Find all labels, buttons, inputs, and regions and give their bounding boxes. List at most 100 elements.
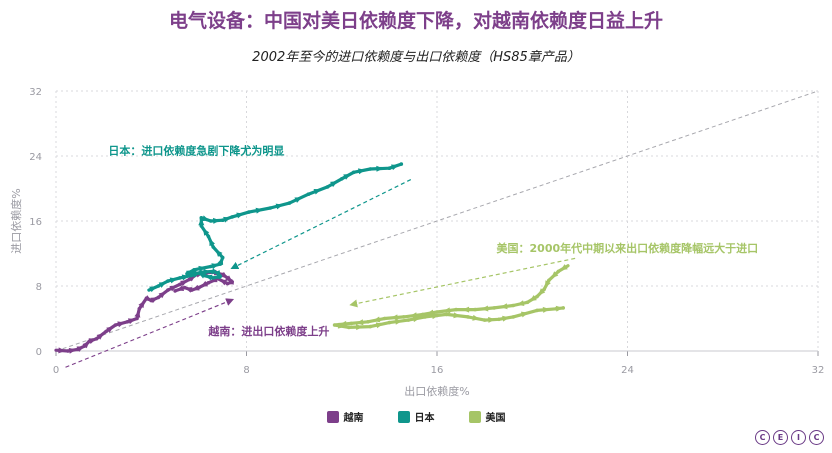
data-point-marker: [198, 265, 206, 272]
legend-swatch-japan: [397, 410, 410, 423]
data-point-marker: [431, 313, 440, 320]
data-point-marker: [201, 215, 210, 222]
data-point-marker: [538, 288, 546, 296]
data-point-marker: [529, 295, 537, 302]
data-point: [387, 320, 392, 325]
x-tick-label: 32: [812, 365, 825, 376]
data-point-marker: [376, 165, 384, 172]
annotation-text-vietnam: 越南：进出口依赖度上升: [207, 324, 329, 338]
annotation-text-usa: 美国：2000年代中期以来出口依赖度降幅远大于进口: [497, 241, 759, 255]
data-point: [206, 234, 211, 239]
data-point: [104, 329, 108, 334]
data-point-marker: [223, 216, 231, 223]
logo-letter: C: [755, 430, 770, 445]
chart-subtitle: 2002年至今的进口依赖度与出口依赖度（HS85章产品）: [252, 50, 580, 65]
data-point-marker: [82, 341, 90, 349]
data-point: [209, 264, 213, 269]
data-point-marker: [426, 309, 434, 316]
data-point-marker: [88, 338, 97, 344]
data-point-marker: [202, 228, 210, 236]
data-point-marker: [356, 319, 364, 326]
data-point-marker: [236, 212, 244, 219]
data-point-marker: [355, 324, 364, 331]
data-point-marker: [391, 164, 399, 171]
data-point: [225, 281, 230, 286]
data-point: [173, 289, 177, 293]
data-point: [387, 166, 392, 170]
data-point-marker: [149, 286, 157, 293]
data-point-marker: [412, 316, 421, 323]
y-tick-label: 8: [36, 282, 42, 293]
annotation-arrow-japan: [230, 179, 412, 270]
data-point: [192, 268, 196, 272]
data-series: [54, 162, 570, 354]
data-point: [156, 284, 161, 288]
data-point-marker: [472, 314, 480, 321]
x-tick-label: 8: [243, 365, 249, 376]
data-point: [444, 312, 449, 317]
data-point-marker: [213, 217, 221, 224]
data-point-marker: [217, 257, 224, 266]
data-point-marker: [395, 318, 403, 325]
data-point-marker: [150, 297, 158, 304]
data-point: [368, 167, 373, 171]
data-point: [525, 300, 530, 305]
data-point: [206, 281, 211, 285]
data-point-marker: [58, 347, 66, 354]
data-point: [325, 185, 330, 189]
data-point: [368, 324, 373, 329]
data-point-marker: [343, 173, 351, 180]
data-point: [420, 312, 425, 317]
data-point: [401, 315, 406, 319]
logo-letter: I: [791, 430, 806, 445]
data-point: [435, 310, 439, 314]
legend-item-vietnam[interactable]: 越南: [326, 409, 364, 424]
data-point: [511, 303, 515, 308]
data-point-marker: [220, 271, 228, 279]
data-point: [542, 287, 546, 292]
data-point: [66, 349, 70, 353]
data-point: [454, 307, 458, 312]
data-point: [230, 215, 234, 219]
legend-item-japan[interactable]: 日本: [397, 409, 435, 424]
data-point-marker: [481, 305, 489, 312]
x-axis-label: 出口依赖度%: [404, 384, 469, 398]
legend-label-usa: 美国: [485, 413, 506, 424]
annotation-arrow-usa: [349, 257, 576, 308]
data-point-marker: [134, 310, 141, 318]
data-point-marker: [96, 333, 104, 340]
data-point-marker: [158, 291, 166, 299]
y-tick-label: 0: [36, 347, 42, 358]
data-point-marker: [409, 312, 418, 319]
data-point: [197, 271, 201, 275]
data-point-marker: [443, 307, 451, 314]
data-point: [332, 323, 337, 327]
data-point: [556, 269, 561, 274]
data-point-marker: [189, 270, 197, 277]
data-point: [125, 320, 130, 324]
legend-item-usa[interactable]: 美国: [468, 409, 506, 424]
y-axis-label: 进口依赖度%: [9, 188, 23, 253]
x-tick-label: 24: [621, 365, 634, 376]
data-point: [166, 279, 170, 283]
axes: 0 8 16 24 32 0 8 16 24 32 出口依赖度% 进口依赖度%: [9, 87, 824, 398]
data-point-marker: [176, 285, 185, 292]
data-point-marker: [390, 314, 398, 321]
data-point: [211, 245, 215, 249]
reference-line: [55, 90, 819, 352]
data-point: [199, 216, 204, 220]
logo-letter: C: [809, 430, 824, 445]
data-point-marker: [516, 300, 525, 307]
data-point-marker: [76, 346, 85, 352]
data-point: [547, 278, 551, 283]
y-tick-label: 16: [29, 217, 42, 228]
data-point-marker: [375, 322, 384, 329]
annotation-text-japan: 日本：进口依赖度急剧下降尤为明显: [108, 143, 284, 157]
data-point: [94, 337, 99, 341]
data-point: [349, 321, 354, 326]
data-point-marker: [313, 188, 322, 195]
data-point-marker: [209, 238, 215, 247]
data-point: [178, 282, 182, 287]
x-tick-label: 0: [53, 365, 59, 376]
